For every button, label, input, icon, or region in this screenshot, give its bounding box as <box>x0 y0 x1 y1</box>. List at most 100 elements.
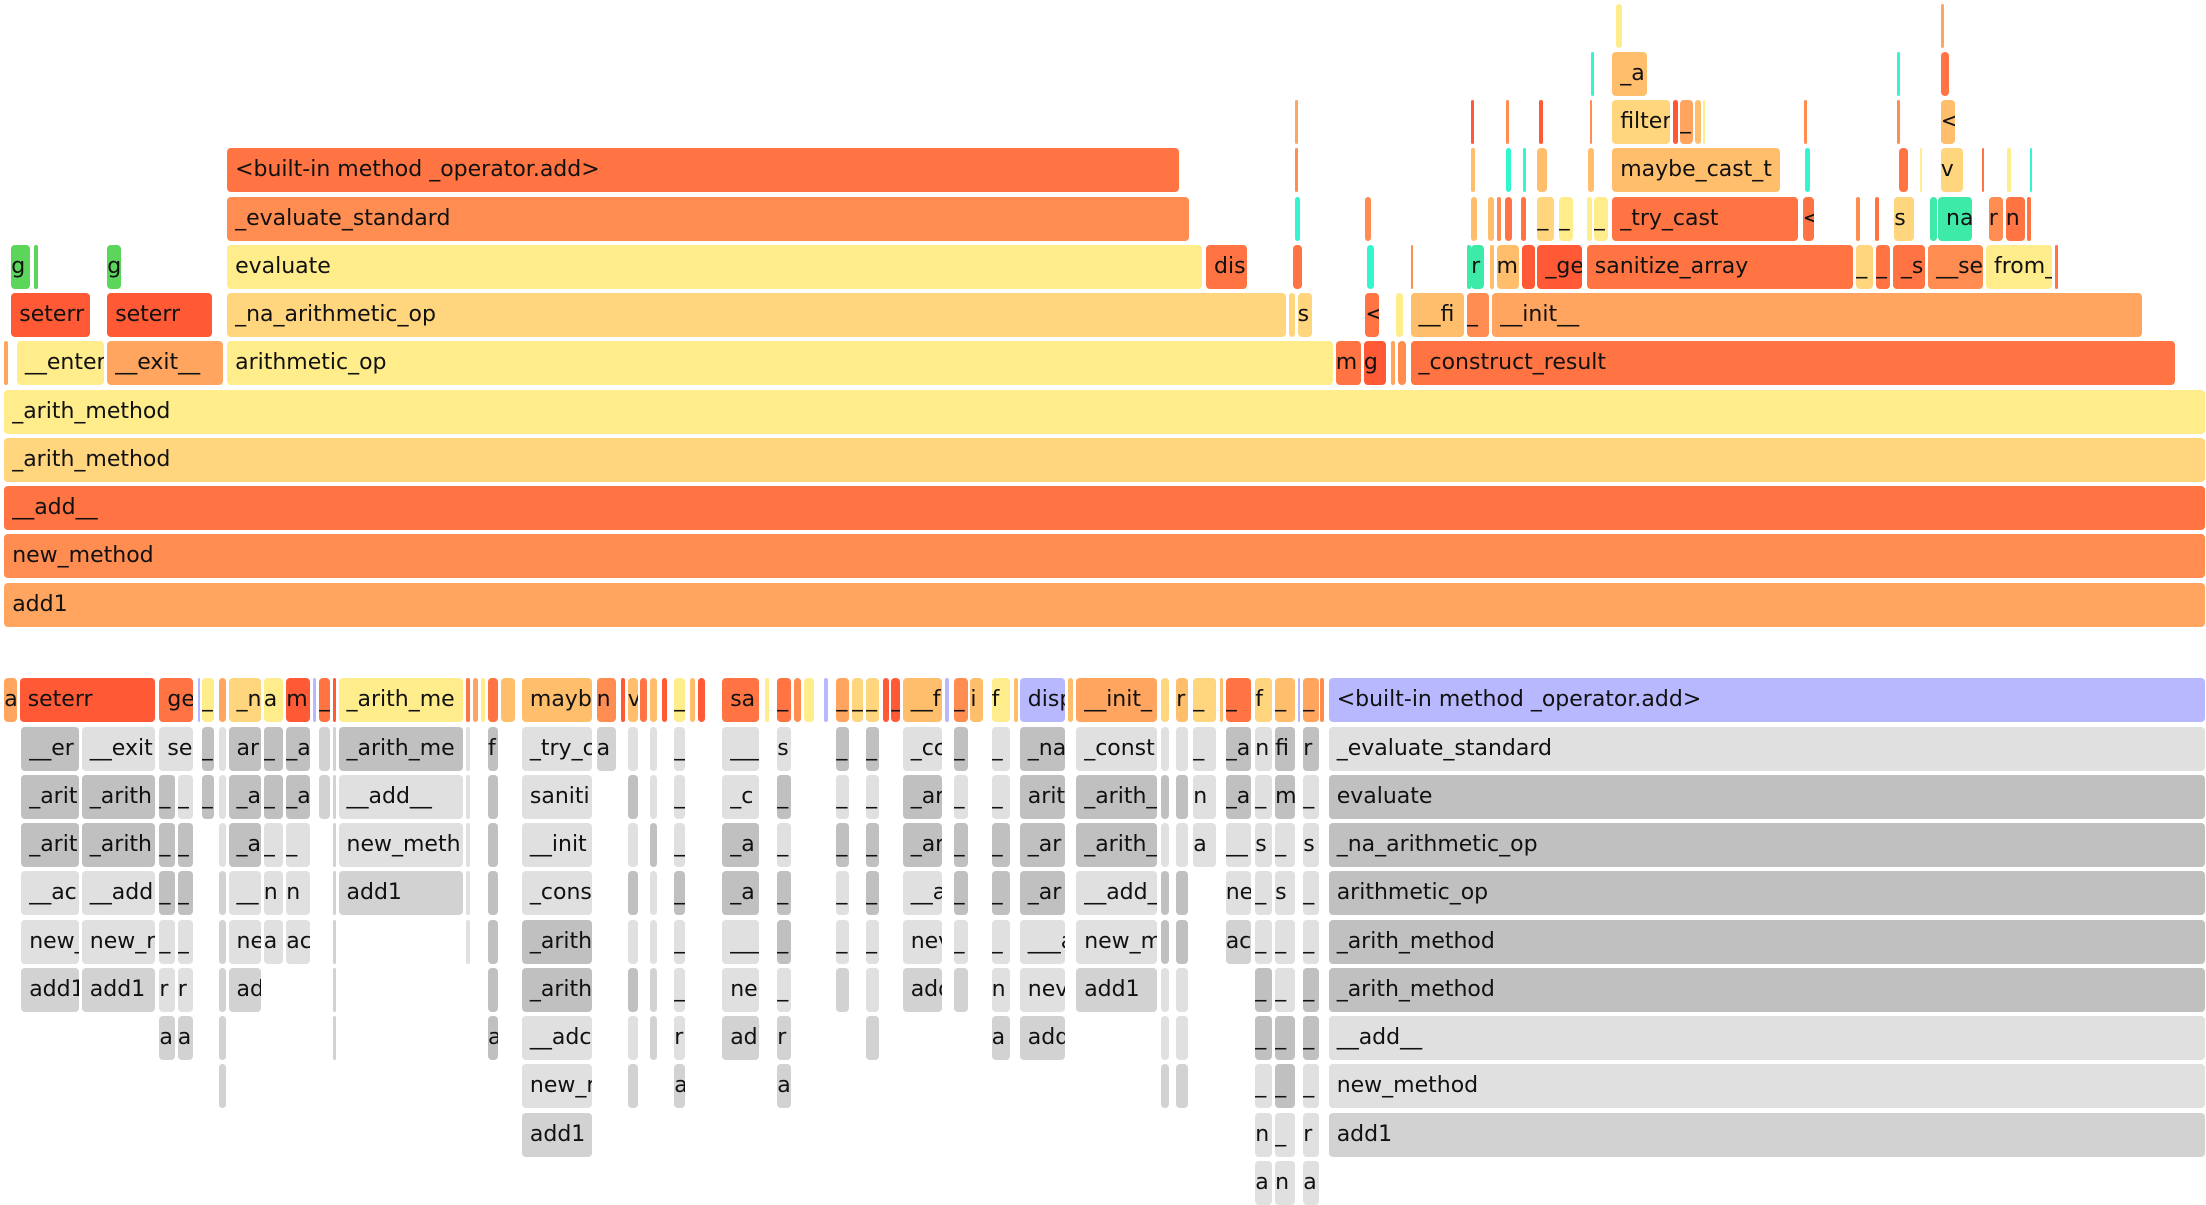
flame-frame[interactable] <box>1591 51 1594 96</box>
flame-frame[interactable]: m <box>1275 774 1295 819</box>
flame-frame[interactable] <box>1220 678 1223 723</box>
flame-frame[interactable] <box>1471 100 1474 145</box>
flame-frame[interactable]: saniti <box>521 774 593 819</box>
flame-frame[interactable] <box>218 871 226 916</box>
flame-frame[interactable]: _ <box>836 726 850 771</box>
flame-frame[interactable]: a <box>263 919 284 964</box>
flame-frame[interactable]: a <box>991 1016 1010 1061</box>
flame-frame[interactable]: _arit <box>21 823 79 868</box>
flame-frame[interactable]: _ <box>159 871 175 916</box>
flame-frame[interactable]: r <box>1303 726 1319 771</box>
flame-frame[interactable] <box>465 678 470 723</box>
flame-frame[interactable]: new_ <box>21 919 79 964</box>
flame-frame[interactable]: _ <box>674 678 686 723</box>
flame-frame[interactable] <box>650 871 658 916</box>
flame-frame[interactable]: _ <box>674 823 686 868</box>
flame-frame[interactable] <box>1805 148 1810 193</box>
flame-frame[interactable] <box>1537 148 1548 193</box>
flame-frame[interactable]: n <box>1275 1160 1295 1205</box>
flame-frame[interactable]: _arith <box>81 774 156 819</box>
flame-frame[interactable]: _ <box>1856 244 1874 289</box>
flame-frame[interactable]: sanitize_array <box>1586 244 1854 289</box>
flame-frame[interactable]: <built-in method _operator.add> <box>227 148 1180 193</box>
flame-frame[interactable] <box>1520 196 1527 241</box>
flame-frame[interactable]: _ <box>201 678 215 723</box>
flame-frame[interactable] <box>1176 726 1188 771</box>
flame-frame[interactable]: _a <box>722 823 759 868</box>
flame-frame[interactable] <box>332 871 336 916</box>
flame-frame[interactable] <box>627 1064 638 1109</box>
flame-frame[interactable]: __er <box>21 726 79 771</box>
flame-frame[interactable]: _a <box>228 823 261 868</box>
flame-frame[interactable] <box>1293 244 1302 289</box>
flame-frame[interactable] <box>488 774 498 819</box>
flame-frame[interactable]: _ <box>1255 871 1273 916</box>
flame-frame[interactable] <box>883 678 889 723</box>
flame-frame[interactable]: __add__ <box>338 774 463 819</box>
flame-frame[interactable]: a <box>674 1064 686 1109</box>
flame-frame[interactable] <box>2007 148 2012 193</box>
flame-frame[interactable]: r <box>1303 1112 1319 1157</box>
flame-frame[interactable] <box>1160 871 1170 916</box>
flame-frame[interactable]: _ <box>836 871 850 916</box>
flame-frame[interactable]: _ <box>777 823 792 868</box>
flame-frame[interactable]: __add__ <box>4 486 2205 531</box>
flame-frame[interactable] <box>1489 244 1494 289</box>
flame-frame[interactable]: ne <box>1225 871 1252 916</box>
flame-frame[interactable] <box>1294 196 1301 241</box>
flame-frame[interactable] <box>218 774 226 819</box>
flame-frame[interactable]: nev <box>1019 967 1065 1012</box>
flame-frame[interactable] <box>465 919 470 964</box>
flame-frame[interactable] <box>1616 3 1622 48</box>
flame-frame[interactable]: r <box>1471 244 1484 289</box>
flame-frame[interactable] <box>1294 100 1298 145</box>
flame-frame[interactable] <box>620 678 625 723</box>
flame-frame[interactable]: _na_arithmetic_op <box>227 293 1287 338</box>
flame-frame[interactable] <box>1176 919 1188 964</box>
flame-frame[interactable] <box>1929 196 1937 241</box>
flame-frame[interactable]: m <box>286 678 311 723</box>
flame-frame[interactable] <box>1160 823 1170 868</box>
flame-frame[interactable] <box>197 678 201 723</box>
flame-frame[interactable]: _ <box>674 967 686 1012</box>
flame-frame[interactable]: _arith_ <box>1076 823 1157 868</box>
flame-frame[interactable]: _ <box>1193 678 1216 723</box>
flame-frame[interactable] <box>465 774 470 819</box>
flame-frame[interactable]: __se <box>1928 244 1984 289</box>
flame-frame[interactable]: _ <box>263 726 284 771</box>
flame-frame[interactable] <box>332 919 336 964</box>
flame-frame[interactable]: s <box>1303 823 1319 868</box>
flame-frame[interactable] <box>218 1064 226 1109</box>
flame-frame[interactable]: __init_ <box>1076 678 1157 723</box>
flame-frame[interactable]: s <box>1255 823 1273 868</box>
flame-frame[interactable]: ___ <box>722 726 759 771</box>
flame-frame[interactable] <box>1538 100 1543 145</box>
flame-frame[interactable]: s <box>1275 871 1295 916</box>
flame-frame[interactable] <box>1874 196 1879 241</box>
flame-frame[interactable]: n <box>1255 726 1273 771</box>
flame-frame[interactable]: _ <box>991 919 1010 964</box>
flame-frame[interactable]: ne <box>228 919 261 964</box>
flame-frame[interactable]: _c <box>722 774 759 819</box>
flame-frame[interactable] <box>488 871 498 916</box>
flame-frame[interactable]: s <box>1297 293 1312 338</box>
flame-frame[interactable]: _ <box>1275 1112 1295 1157</box>
flame-frame[interactable]: __a <box>902 871 943 916</box>
flame-frame[interactable]: _ <box>866 871 879 916</box>
flame-frame[interactable]: _ <box>991 823 1010 868</box>
flame-frame[interactable]: _ <box>953 919 968 964</box>
flame-frame[interactable]: r <box>159 967 175 1012</box>
flame-frame[interactable]: _arith <box>521 967 593 1012</box>
flame-frame[interactable] <box>1466 244 1472 289</box>
flame-frame[interactable]: _ <box>674 726 686 771</box>
flame-frame[interactable]: _arith <box>521 919 593 964</box>
flame-frame[interactable]: arit <box>1019 774 1065 819</box>
flame-frame[interactable] <box>1521 244 1535 289</box>
flame-frame[interactable] <box>465 823 470 868</box>
flame-frame[interactable] <box>218 678 226 723</box>
flame-frame[interactable]: _ <box>836 919 850 964</box>
flame-frame[interactable]: n <box>1255 1112 1273 1157</box>
flame-frame[interactable]: _a <box>286 726 311 771</box>
flame-frame[interactable]: ___ <box>722 919 759 964</box>
flame-frame[interactable] <box>1160 726 1170 771</box>
